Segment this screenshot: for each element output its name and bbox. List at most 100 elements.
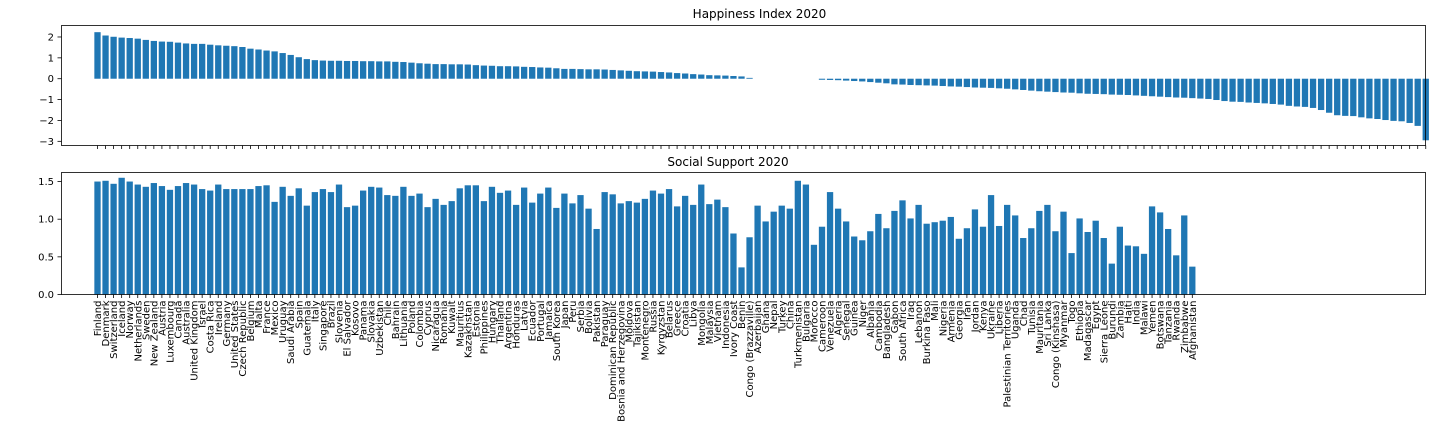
social-support-bar [1165, 228, 1172, 295]
happiness-bar [1374, 78, 1381, 119]
social-support-category-label: Hungary [487, 300, 498, 343]
social-support-bar [778, 205, 785, 295]
social-support-bar [287, 195, 294, 295]
social-support-bar [577, 195, 584, 295]
social-support-category-label: Thailand [496, 301, 507, 345]
happiness-chart: Happiness Index 2020 −3 −2 −1 0 1 2 [39, 7, 1429, 149]
social-support-category-label: Bahrain [391, 301, 402, 340]
happiness-bar [440, 64, 447, 79]
social-support-bar [601, 192, 608, 295]
social-support-category-label: Vietnam [713, 301, 724, 343]
social-support-category-label: Sweden [141, 301, 152, 341]
social-support-bar [303, 205, 310, 295]
happiness-bar [1173, 78, 1180, 98]
happiness-bar [1334, 78, 1341, 116]
happiness-bar [1052, 78, 1059, 93]
happiness-plot-frame [61, 25, 1426, 146]
social-support-category-label: Myanmar [1059, 300, 1070, 348]
social-support-category-label: Bulgaria [801, 301, 812, 342]
happiness-bar [1060, 78, 1067, 93]
happiness-bar [400, 62, 407, 79]
happiness-chart-title: Happiness Index 2020 [693, 7, 827, 21]
happiness-bar [134, 38, 141, 79]
social-support-bar [1140, 253, 1148, 295]
happiness-bar [255, 49, 262, 79]
social-support-bar [553, 207, 560, 295]
happiness-bar [94, 32, 101, 79]
happiness-bar [118, 37, 125, 79]
social-support-category-label: Panama [359, 301, 370, 341]
social-support-bar [657, 193, 665, 295]
social-support-category-label: Guatemala [302, 301, 313, 356]
social-support-bar [641, 198, 649, 295]
social-support-bar [231, 189, 238, 295]
happiness-y-tick-label: 1 [48, 53, 54, 64]
happiness-bar [368, 61, 375, 79]
social-support-category-label: Iran [962, 301, 973, 321]
happiness-bar [1028, 78, 1035, 91]
social-support-category-label: Lebanon [914, 301, 925, 344]
social-support-category-label: Cambodia [874, 301, 885, 352]
happiness-bar [480, 65, 488, 79]
happiness-bar [1277, 78, 1284, 105]
social-support-category-label: Cyprus [423, 301, 434, 336]
social-support-bar [690, 204, 697, 295]
social-support-bar [1004, 204, 1011, 295]
social-support-category-label: Nicaragua [431, 301, 442, 352]
social-support-category-label: Egypt [1091, 300, 1102, 329]
social-support-category-label: Albania [866, 301, 877, 338]
happiness-bar [1044, 78, 1051, 92]
happiness-bar [617, 70, 624, 79]
happiness-bar [883, 78, 890, 84]
social-support-category-label: Kazakhstan [463, 301, 474, 359]
social-support-category-label: Jordan [970, 301, 981, 334]
social-support-category-label: Iraq [906, 301, 917, 321]
social-support-bar [126, 181, 133, 295]
social-support-bar [722, 207, 729, 295]
social-support-category-label: Botswana [1156, 301, 1167, 350]
social-support-bar [239, 189, 246, 295]
happiness-bar [1317, 78, 1325, 111]
social-support-category-label: Zambia [1115, 301, 1126, 339]
happiness-bar [987, 78, 995, 88]
social-support-category-label: Germany [222, 300, 233, 346]
social-support-category-label: Burundi [1107, 301, 1118, 340]
happiness-bar [698, 74, 705, 79]
happiness-bar [891, 78, 898, 85]
social-support-category-label: Japan [560, 301, 571, 330]
social-support-category-label: Gabon [890, 301, 901, 334]
happiness-bar [577, 69, 584, 79]
social-support-category-label: Nigeria [938, 301, 949, 337]
happiness-bar [158, 41, 166, 79]
social-support-category-label: South Africa [898, 301, 909, 362]
happiness-bar [746, 77, 753, 79]
happiness-bar [1197, 78, 1204, 99]
social-support-bar [818, 226, 826, 295]
happiness-bar [682, 73, 689, 79]
social-support-category-label: Congo (Brazzaville) [745, 300, 756, 397]
social-support-category-label: Togo [1067, 301, 1078, 325]
happiness-bar [1076, 78, 1083, 94]
happiness-bar [432, 64, 439, 79]
social-support-category-label: Tunisia [1027, 301, 1038, 336]
social-support-category-label: Kyrgyzstan [657, 301, 668, 356]
social-support-bar [118, 177, 125, 295]
happiness-bar [231, 46, 238, 79]
social-support-category-label: Poland [407, 301, 418, 334]
social-support-category-label: Sri Lanka [1043, 301, 1054, 347]
social-support-bar [730, 233, 737, 295]
social-support-category-label: Italy [310, 300, 321, 322]
social-support-category-label: Ivory Coast [729, 300, 740, 357]
social-support-bar [1052, 231, 1059, 295]
happiness-bar [1205, 78, 1212, 99]
social-support-bar [979, 226, 987, 295]
social-support-bar [480, 201, 488, 295]
social-support-category-label: Azerbaijan [753, 301, 764, 354]
happiness-bar [834, 78, 842, 81]
social-support-bar [875, 213, 882, 295]
social-support-category-label: Australia [182, 301, 193, 345]
happiness-bar [609, 69, 616, 79]
social-support-category-label: Portugal [536, 301, 547, 342]
social-support-bar [319, 189, 327, 295]
social-support-category-label: Saudi Arabia [286, 301, 297, 364]
